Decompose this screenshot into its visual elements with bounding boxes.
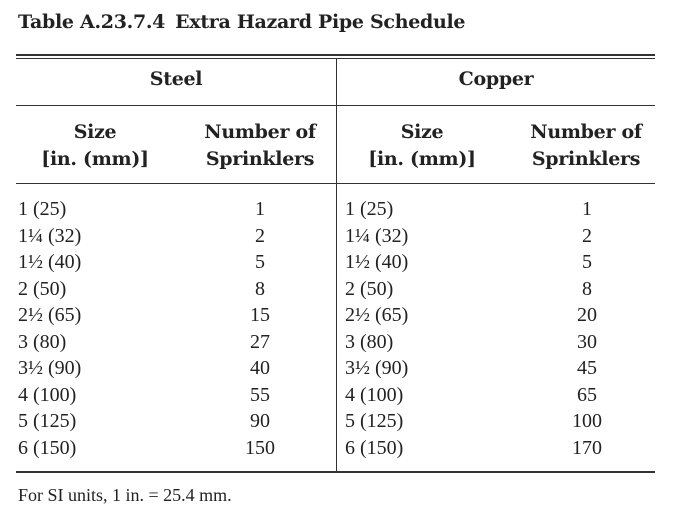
steel-size-cell: 3 (80): [18, 330, 67, 353]
table-row: 3 (80) 27 3 (80) 30: [0, 329, 685, 356]
group-divider: [336, 59, 337, 472]
steel-size-cell: 1½ (40): [18, 251, 82, 273]
steel-size-cell: 4 (100): [18, 383, 77, 406]
top-rule-inner: [16, 58, 655, 59]
table-title: Table A.23.7.4 Extra Hazard Pipe Schedule: [18, 11, 466, 33]
table-row: 1 (25) 1 1 (25) 1: [0, 196, 685, 223]
steel-number-cell: 8: [255, 277, 265, 300]
copper-number-cell: 100: [572, 410, 602, 432]
steel-number-cell: 1: [255, 198, 265, 220]
steel-number-cell: 40: [250, 357, 270, 379]
copper-size-header-line2: [in. (mm)]: [368, 148, 476, 170]
copper-size-cell: 3½ (90): [345, 357, 409, 379]
steel-size-header: Size [in. (mm)]: [20, 119, 170, 173]
copper-number-cell: 20: [577, 304, 597, 326]
table-name: Extra Hazard Pipe Schedule: [175, 11, 466, 33]
copper-number-cell: 170: [572, 436, 602, 459]
steel-number-cell: 27: [250, 330, 270, 353]
copper-size-cell: 4 (100): [345, 383, 404, 406]
copper-header: Copper: [458, 68, 534, 90]
table-row: 5 (125) 90 5 (125) 100: [0, 408, 685, 435]
steel-size-cell: 2 (50): [18, 277, 67, 300]
steel-size-cell: 5 (125): [18, 410, 77, 432]
copper-size-cell: 1½ (40): [345, 251, 409, 273]
table-row: 6 (150) 150 6 (150) 170: [0, 435, 685, 462]
steel-number-cell: 55: [250, 383, 270, 406]
copper-number-cell: 45: [577, 357, 597, 379]
copper-size-cell: 2 (50): [345, 277, 394, 300]
copper-number-cell: 1: [582, 198, 592, 220]
steel-size-header-line1: Size: [73, 121, 117, 143]
copper-size-header: Size [in. (mm)]: [347, 119, 497, 173]
copper-size-cell: 1 (25): [345, 198, 394, 220]
copper-size-cell: 1¼ (32): [345, 224, 409, 247]
group-header-rule: [16, 105, 655, 106]
copper-number-cell: 2: [582, 224, 592, 247]
copper-size-cell: 5 (125): [345, 410, 404, 432]
steel-size-header-line2: [in. (mm)]: [41, 148, 149, 170]
copper-number-cell: 5: [582, 251, 592, 273]
table-number: Table A.23.7.4: [18, 11, 166, 33]
steel-size-cell: 6 (150): [18, 436, 77, 459]
steel-number-cell: 2: [255, 224, 265, 247]
table-row: 2½ (65) 15 2½ (65) 20: [0, 302, 685, 329]
copper-number-header-line1: Number of: [530, 121, 642, 143]
table-row: 3½ (90) 40 3½ (90) 45: [0, 355, 685, 382]
steel-number-header-line2: Sprinklers: [205, 148, 315, 170]
steel-number-header-line1: Number of: [204, 121, 316, 143]
steel-number-cell: 5: [255, 251, 265, 273]
copper-number-header-line2: Sprinklers: [531, 148, 641, 170]
table-row: 2 (50) 8 2 (50) 8: [0, 276, 685, 303]
table-row: 1½ (40) 5 1½ (40) 5: [0, 249, 685, 276]
steel-size-cell: 1¼ (32): [18, 224, 82, 247]
copper-number-header: Number of Sprinklers: [511, 119, 661, 173]
steel-number-header: Number of Sprinklers: [185, 119, 335, 173]
steel-size-cell: 2½ (65): [18, 304, 82, 326]
copper-size-cell: 2½ (65): [345, 304, 409, 326]
copper-size-cell: 3 (80): [345, 330, 394, 353]
steel-number-cell: 15: [250, 304, 270, 326]
table-row: 4 (100) 55 4 (100) 65: [0, 382, 685, 409]
bottom-rule: [16, 471, 655, 473]
copper-size-header-line1: Size: [400, 121, 444, 143]
steel-size-cell: 3½ (90): [18, 357, 82, 379]
copper-number-cell: 30: [577, 330, 597, 353]
copper-size-cell: 6 (150): [345, 436, 404, 459]
column-header-rule: [16, 183, 655, 184]
top-rule: [16, 54, 655, 56]
steel-header: Steel: [149, 68, 203, 90]
steel-number-cell: 90: [250, 410, 270, 432]
table-row: 1¼ (32) 2 1¼ (32) 2: [0, 223, 685, 250]
table-body: 1 (25) 1 1 (25) 1 1¼ (32) 2 1¼ (32) 2 1½…: [0, 196, 685, 461]
copper-number-cell: 65: [577, 383, 597, 406]
copper-number-cell: 8: [582, 277, 592, 300]
steel-number-cell: 150: [245, 436, 275, 459]
footnote: For SI units, 1 in. = 25.4 mm.: [18, 485, 232, 505]
steel-size-cell: 1 (25): [18, 198, 67, 220]
